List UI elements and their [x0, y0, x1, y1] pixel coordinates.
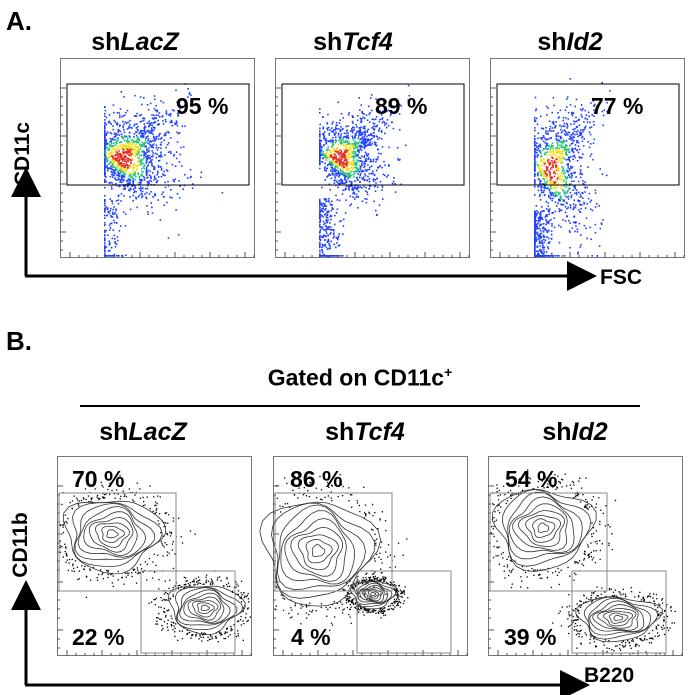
panel-a-percent-2: 89 %	[375, 93, 428, 119]
outlier-dots	[490, 469, 676, 655]
panel-b-upper-percent-1: 70 %	[72, 466, 125, 492]
gating-label: Gated on CD11c+	[267, 364, 453, 391]
panel-b-label: B.	[6, 326, 32, 356]
cd11b-gate	[58, 492, 177, 592]
panel-a-label: A.	[6, 6, 32, 36]
panel-a-plot-1	[60, 58, 255, 258]
contour-lines	[491, 488, 663, 643]
density-dots	[534, 78, 611, 257]
cd11c-gate	[66, 83, 250, 186]
panel-b-lower-percent-1: 22 %	[72, 624, 125, 650]
panel-b-plot-1	[57, 456, 252, 656]
panel-b-lower-percent-2: 4 %	[291, 624, 331, 650]
panel-b-title-3: shId2	[542, 418, 608, 446]
panel-a-plot-3	[490, 58, 685, 258]
b220-gate	[356, 570, 452, 654]
density-dots	[104, 83, 224, 257]
panel-a-percent-1: 95 %	[176, 93, 229, 119]
outlier-dots	[59, 475, 251, 643]
contour-lines	[62, 500, 246, 636]
contour-lines	[259, 501, 399, 610]
panel-b-title-2: shTcf4	[325, 418, 405, 446]
panel-b-lower-percent-3: 39 %	[504, 624, 557, 650]
cd11c-gate	[281, 83, 465, 186]
panel-b-x-label: B220	[584, 664, 635, 687]
panel-b-y-label: CD11b	[9, 512, 32, 578]
cd11c-gate	[496, 83, 680, 186]
panel-a-title-1: shLacZ	[91, 28, 179, 56]
cd11b-gate	[274, 492, 393, 592]
panel-b-plot-3	[488, 456, 683, 656]
panel-a-percent-3: 77 %	[591, 93, 644, 119]
panel-b-upper-percent-2: 86 %	[290, 466, 343, 492]
panel-a-plot-2	[275, 58, 470, 258]
panel-a-y-label: CD11c	[11, 121, 34, 187]
cd11b-gate	[489, 492, 608, 592]
panel-a-title-3: shId2	[537, 28, 603, 56]
b220-gate	[140, 570, 236, 654]
panel-a-title-2: shTcf4	[313, 28, 393, 56]
panel-b-upper-percent-3: 54 %	[505, 466, 558, 492]
panel-b-plot-2	[259, 456, 468, 656]
density-dots	[319, 84, 411, 257]
b220-gate	[571, 570, 667, 654]
panel-a-x-label: FSC	[600, 266, 642, 289]
outlier-dots	[275, 474, 409, 631]
panel-b-title-1: shLacZ	[99, 418, 187, 446]
